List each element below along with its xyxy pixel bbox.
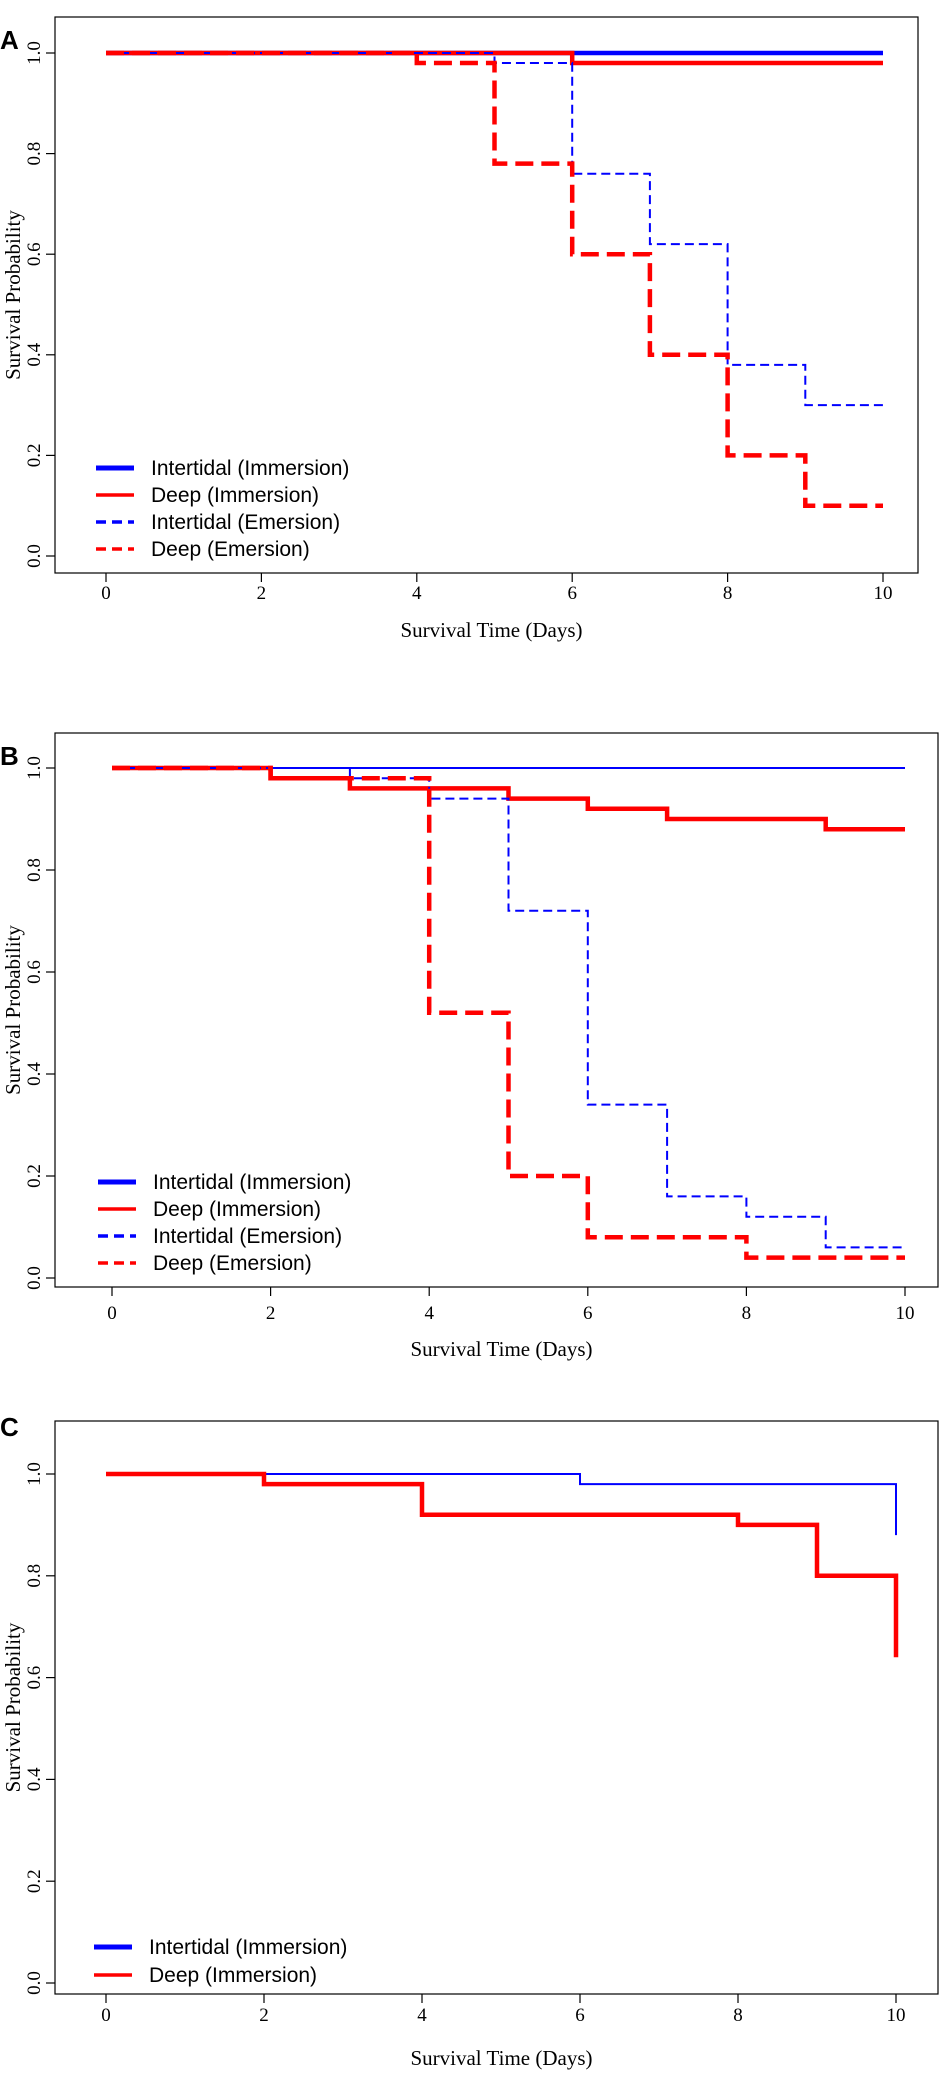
x-tick-label: 6 [583,1303,593,1324]
y-tick-label: 0.0 [24,544,45,568]
x-tick-label: 10 [874,583,893,604]
panel-c: C 0 2 4 6 8 10 0.0 0.2 0.4 0.6 0.8 1.0 Survival Time … [0,1412,939,2070]
y-tick-label: 0.2 [24,1869,45,1893]
plot-frame [54,1420,939,1995]
x-tick-label: 2 [257,583,267,604]
series-line-deep-immersion [106,1471,899,1658]
y-tick-label: 1.0 [24,41,45,65]
x-tick-label: 4 [424,1303,434,1324]
y-tick-label: 0.2 [24,1164,45,1188]
series-line-deep-immersion [106,50,883,66]
legend-label: Intertidal (Immersion) [149,1936,347,1959]
y-tick-label: 1.0 [24,1462,45,1486]
legend-label: Deep (Immersion) [153,1198,321,1221]
panel-letter: A [0,25,19,55]
y-tick-label: 0.8 [24,1564,45,1588]
y-tick-label: 1.0 [24,756,45,780]
y-tick-label: 0.4 [24,1062,45,1086]
legend-label: Intertidal (Emersion) [153,1225,342,1248]
legend-label: Deep (Emersion) [153,1252,312,1275]
x-axis-label: Survival Time (Days) [410,2046,592,2070]
x-tick-label: 2 [266,1303,276,1324]
y-tick-label: 0.4 [24,1767,45,1791]
y-tick-label: 0.0 [24,1971,45,1995]
y-tick-label: 0.4 [24,342,45,366]
x-tick-label: 4 [412,583,422,604]
x-tick-label: 6 [567,583,577,604]
y-tick-label: 0.2 [24,444,45,468]
legend-label: Deep (Immersion) [151,484,319,507]
x-tick-label: 8 [742,1303,752,1324]
x-tick-label: 4 [417,2005,427,2026]
legend: Intertidal (Immersion) Deep (Immersion) In… [96,457,349,561]
y-tick-label: 0.0 [24,1266,45,1290]
x-tick-label: 0 [101,583,111,604]
legend: Intertidal (Immersion) Deep (Immersion) [94,1936,347,1987]
x-tick-label: 10 [887,2005,906,2026]
series-line-deep-emersion [106,50,883,508]
x-tick-label: 0 [101,2005,111,2026]
x-tick-label: 6 [575,2005,585,2026]
series-line-intertidal-emersion [106,52,883,407]
legend: Intertidal (Immersion) Deep (Immersion) In… [98,1171,351,1275]
legend-label: Deep (Immersion) [149,1964,317,1987]
legend-label: Deep (Emersion) [151,538,310,561]
panel-letter: B [0,741,19,771]
legend-label: Intertidal (Immersion) [153,1171,351,1194]
panel-letter: C [0,1412,19,1442]
panel-b: B 0 2 4 6 8 10 0.0 0.2 0.4 0.6 0.8 1.0 Survival Time … [0,732,939,1361]
plot-frame [54,732,939,1288]
x-tick-label: 8 [723,583,733,604]
series-line-deep-emersion [112,765,905,1260]
y-tick-label: 0.8 [24,858,45,882]
y-tick-label: 0.8 [24,142,45,166]
y-axis-label: Survival Probability [1,1622,25,1792]
x-axis-label: Survival Time (Days) [410,1337,592,1361]
legend-label: Intertidal (Immersion) [151,457,349,480]
x-tick-label: 0 [107,1303,117,1324]
panel-a: A 0 2 4 6 8 10 0.0 0.2 0.4 0.6 0.8 1.0 Survival Time … [0,16,919,642]
x-tick-label: 2 [259,2005,269,2026]
y-tick-label: 0.6 [24,960,45,984]
x-axis-label: Survival Time (Days) [400,618,582,642]
y-axis-label: Survival Probability [1,210,25,380]
x-tick-label: 10 [896,1303,915,1324]
series-line-intertidal-immersion [106,1473,897,1536]
plot-frame [54,16,919,574]
y-tick-label: 0.6 [24,1666,45,1690]
y-axis-label: Survival Probability [1,925,25,1095]
y-tick-label: 0.6 [24,242,45,266]
x-tick-label: 8 [733,2005,743,2026]
legend-label: Intertidal (Emersion) [151,511,340,534]
